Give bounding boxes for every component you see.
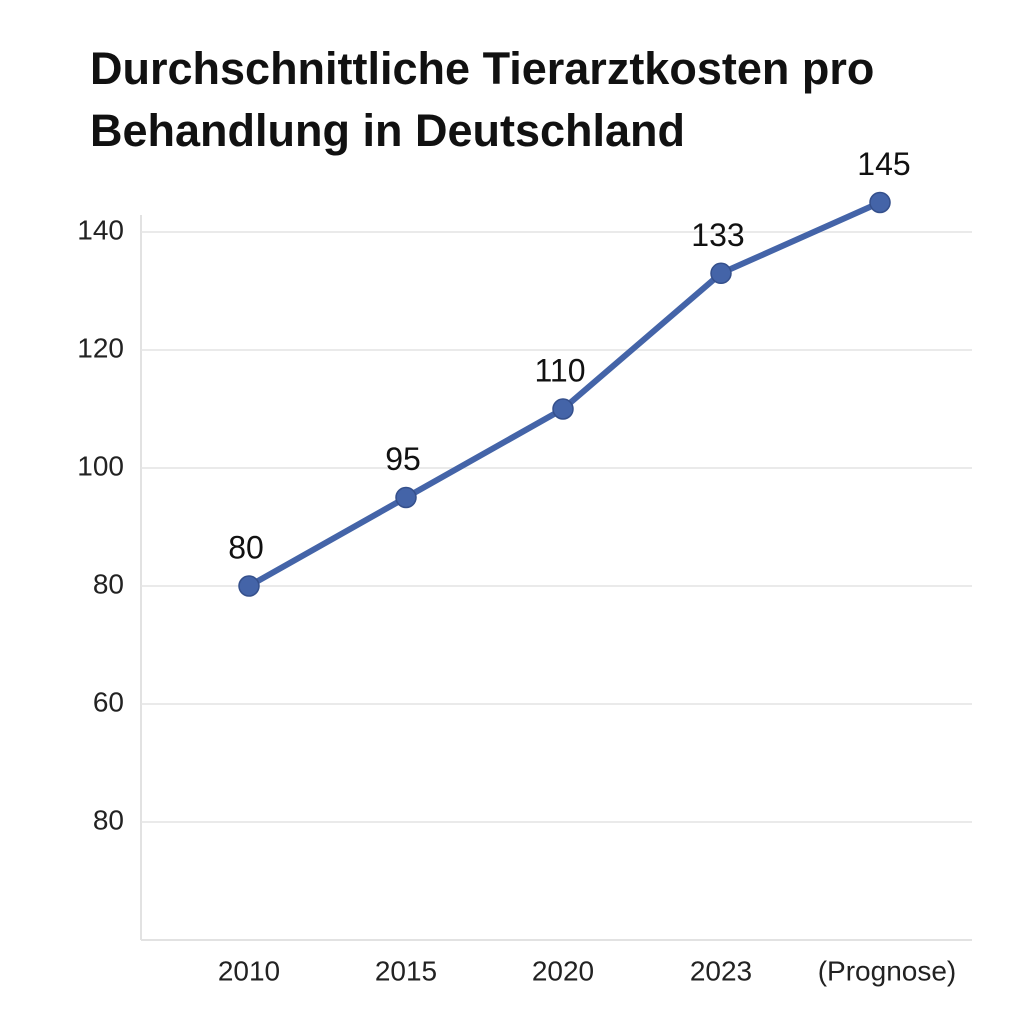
data-label: 145 (857, 146, 910, 182)
y-tick-label: 80 (93, 804, 124, 835)
line (247, 199, 882, 589)
y-tick-label: 100 (77, 450, 124, 481)
x-tick-label: 2010 (218, 955, 280, 986)
data-label: 133 (691, 217, 744, 253)
data-label: 95 (385, 441, 421, 477)
x-tick-label: (Prognose) (818, 955, 957, 986)
data-label: 80 (228, 529, 264, 565)
point (395, 486, 417, 509)
y-tick-label: 140 (77, 214, 124, 245)
data-label: 110 (534, 352, 585, 388)
point (552, 398, 574, 420)
point (869, 191, 891, 214)
y-tick-label: 120 (77, 332, 124, 363)
chart-title: Durchschnittliche Tierarztkosten pro Beh… (90, 43, 875, 156)
x-tick-label: 2020 (532, 955, 594, 986)
x-tick-label: 2015 (375, 955, 437, 986)
x-tick-label: 2023 (690, 955, 752, 986)
point (710, 262, 732, 285)
point (238, 575, 260, 597)
y-tick-label: 80 (93, 568, 124, 599)
y-tick-label: 60 (93, 686, 124, 717)
